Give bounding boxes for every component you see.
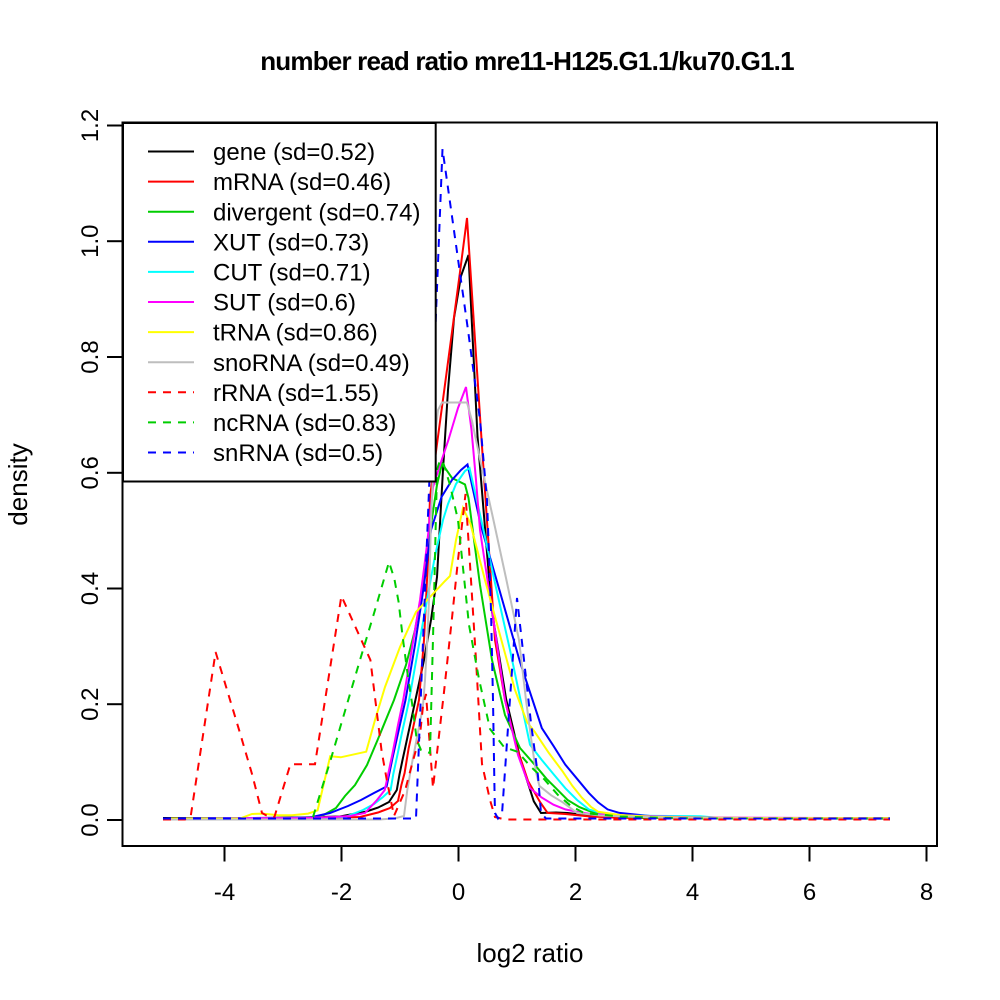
svg-text:0.6: 0.6 [77, 456, 104, 489]
svg-text:2: 2 [569, 879, 582, 906]
svg-text:snoRNA (sd=0.49): snoRNA (sd=0.49) [213, 350, 410, 377]
svg-text:0.2: 0.2 [77, 688, 104, 721]
svg-text:density: density [3, 443, 33, 525]
svg-text:mRNA (sd=0.46): mRNA (sd=0.46) [213, 169, 391, 196]
svg-text:rRNA (sd=1.55): rRNA (sd=1.55) [213, 380, 379, 407]
svg-text:divergent (sd=0.74): divergent (sd=0.74) [213, 199, 420, 226]
svg-text:snRNA (sd=0.5): snRNA (sd=0.5) [213, 440, 383, 467]
svg-text:number read ratio mre11-H125.G: number read ratio mre11-H125.G1.1/ku70.G… [260, 46, 794, 76]
svg-text:SUT (sd=0.6): SUT (sd=0.6) [213, 290, 356, 317]
svg-text:6: 6 [803, 879, 816, 906]
svg-text:8: 8 [920, 879, 933, 906]
svg-text:tRNA (sd=0.86): tRNA (sd=0.86) [213, 320, 378, 347]
svg-text:gene (sd=0.52): gene (sd=0.52) [213, 139, 375, 166]
svg-text:0.0: 0.0 [77, 803, 104, 836]
svg-text:log2 ratio: log2 ratio [477, 938, 584, 968]
svg-text:XUT (sd=0.73): XUT (sd=0.73) [213, 229, 369, 256]
svg-text:0.4: 0.4 [77, 572, 104, 605]
svg-text:0.8: 0.8 [77, 340, 104, 373]
svg-text:ncRNA (sd=0.83): ncRNA (sd=0.83) [213, 410, 396, 437]
svg-text:4: 4 [686, 879, 699, 906]
svg-text:-4: -4 [214, 879, 235, 906]
svg-text:-2: -2 [331, 879, 352, 906]
svg-text:1.2: 1.2 [77, 109, 104, 142]
svg-text:CUT (sd=0.71): CUT (sd=0.71) [213, 260, 371, 287]
svg-text:1.0: 1.0 [77, 225, 104, 258]
svg-text:0: 0 [452, 879, 465, 906]
